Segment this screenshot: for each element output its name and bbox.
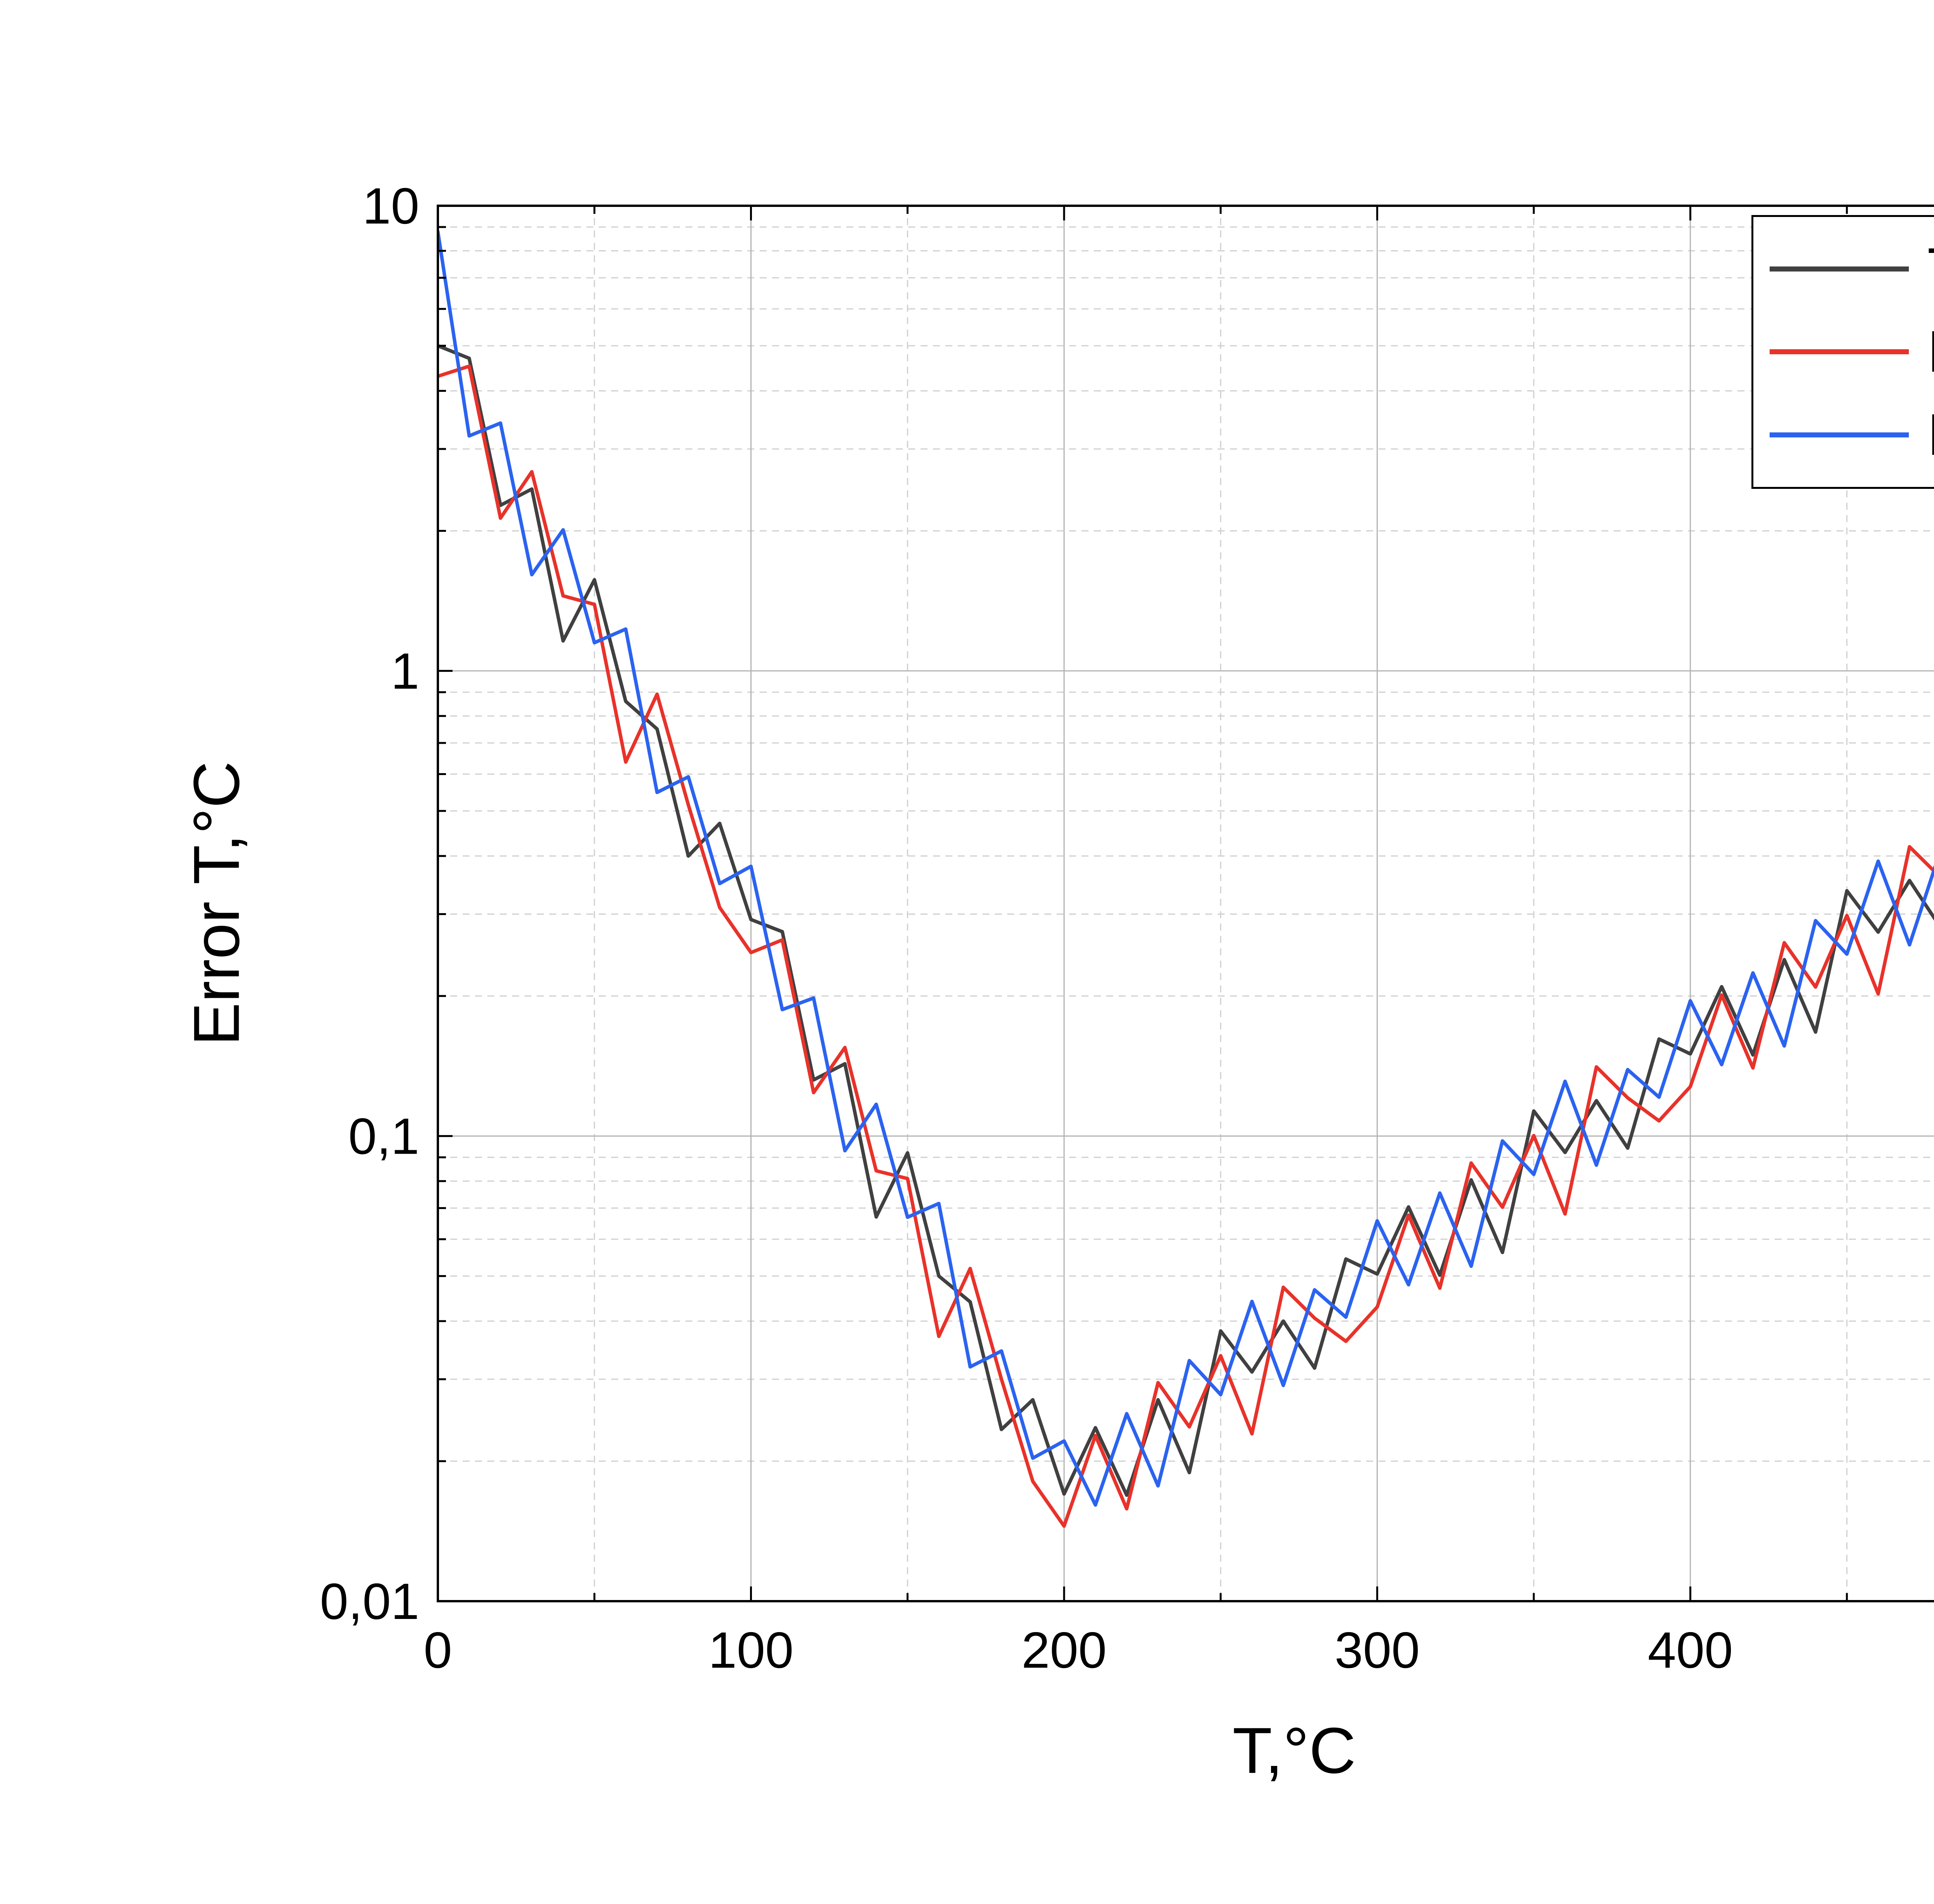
series-line-min [438, 364, 1934, 1528]
y-tick-labels: 0,01 0,1 1 10 [320, 178, 419, 1630]
series-line-max [438, 230, 1934, 1507]
legend: Tipical Min Max [1751, 215, 1934, 489]
minor-gridlines [438, 206, 1934, 1601]
x-tick-label: 300 [1334, 1622, 1420, 1679]
y-tick-label: 1 [391, 643, 419, 700]
major-gridlines [438, 206, 1934, 1601]
x-tick-label: 100 [708, 1622, 793, 1679]
axis-ticks [437, 205, 1848, 1602]
legend-label-max: Max [1927, 404, 1934, 466]
x-tick-labels: 0100200300400500 [424, 1622, 1733, 1679]
legend-swatch-tipical [1770, 266, 1909, 272]
legend-item-tipical: Tipical [1770, 238, 1934, 300]
x-tick-label: 0 [424, 1622, 452, 1679]
series-line-tipical [438, 344, 1934, 1497]
y-tick-label: 10 [362, 178, 419, 234]
legend-item-max: Max [1770, 404, 1934, 466]
series-lines [438, 230, 1934, 1528]
legend-label-min: Min [1927, 321, 1934, 383]
legend-swatch-max [1770, 432, 1909, 437]
x-tick-label: 200 [1022, 1622, 1107, 1679]
plot-frame [437, 205, 1934, 1602]
y-tick-label: 0,1 [349, 1108, 420, 1165]
legend-item-min: Min [1770, 321, 1934, 383]
legend-label-tipical: Tipical [1927, 238, 1934, 300]
x-axis-title: T,°C [1232, 1714, 1356, 1787]
legend-swatch-min [1770, 349, 1909, 355]
y-tick-label: 0,01 [320, 1573, 419, 1630]
x-tick-label: 400 [1648, 1622, 1733, 1679]
y-axis-title: Error T,°C [180, 761, 253, 1046]
